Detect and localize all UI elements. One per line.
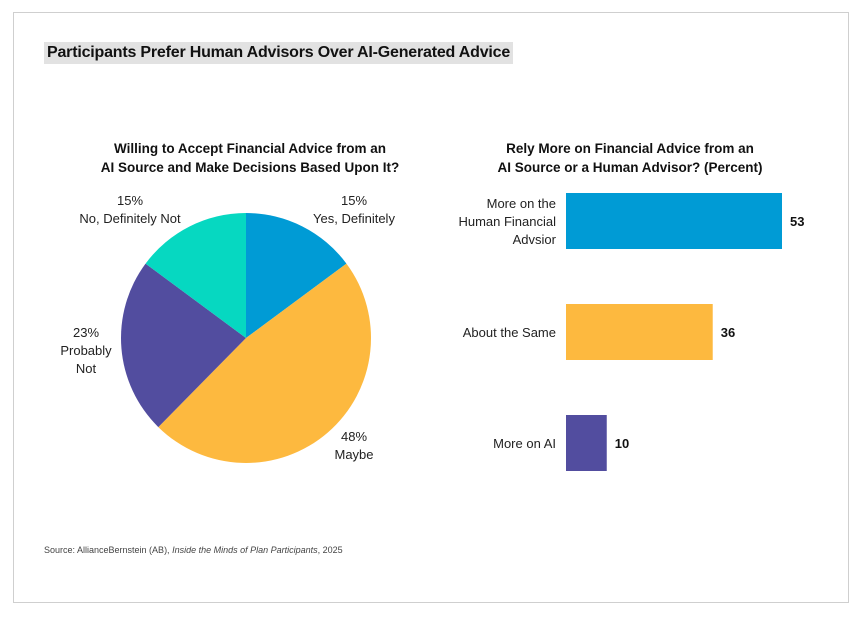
bar-value-label: 10 [615,436,629,451]
bar-chart-title: Rely More on Financial Advice from an AI… [440,139,820,177]
main-title: Participants Prefer Human Advisors Over … [44,42,514,64]
bar-value-label: 36 [721,325,735,340]
pie-slice-label: 15% Yes, Definitely [313,193,395,226]
source-suffix: , 2025 [317,545,343,555]
pie-slice [145,213,246,338]
pie-title-line-1: Willing to Accept Financial Advice from … [114,141,386,156]
bar [566,304,713,360]
pie-slice [121,263,246,428]
pie-chart-title: Willing to Accept Financial Advice from … [60,139,440,177]
pie-slice [158,263,371,463]
bar-category-label: More on AI [493,436,556,451]
source-prefix: Source: AllianceBernstein (AB), [44,545,173,555]
bar-title-line-1: Rely More on Financial Advice from an [506,141,754,156]
pie-slice-label: 23% Probably Not [60,325,112,376]
bar [566,193,782,249]
source-note: Source: AllianceBernstein (AB), Inside t… [44,545,343,555]
bar-value-label: 53 [790,214,804,229]
bar [566,415,607,471]
pie-slice [246,213,347,338]
bar-category-label: More on the Human Financial Advsior [458,196,556,247]
source-publication: Inside the Minds of Plan Participants [172,545,318,555]
pie-title-line-2: AI Source and Make Decisions Based Upon … [100,160,400,175]
bar-title-line-2: AI Source or a Human Advisor? (Percent) [497,160,763,175]
pie-slice-label: 48% Maybe [334,429,373,462]
bar-category-label: About the Same [463,325,556,340]
pie-slice-label: 15% No, Definitely Not [79,193,181,226]
chart-frame [13,12,849,603]
